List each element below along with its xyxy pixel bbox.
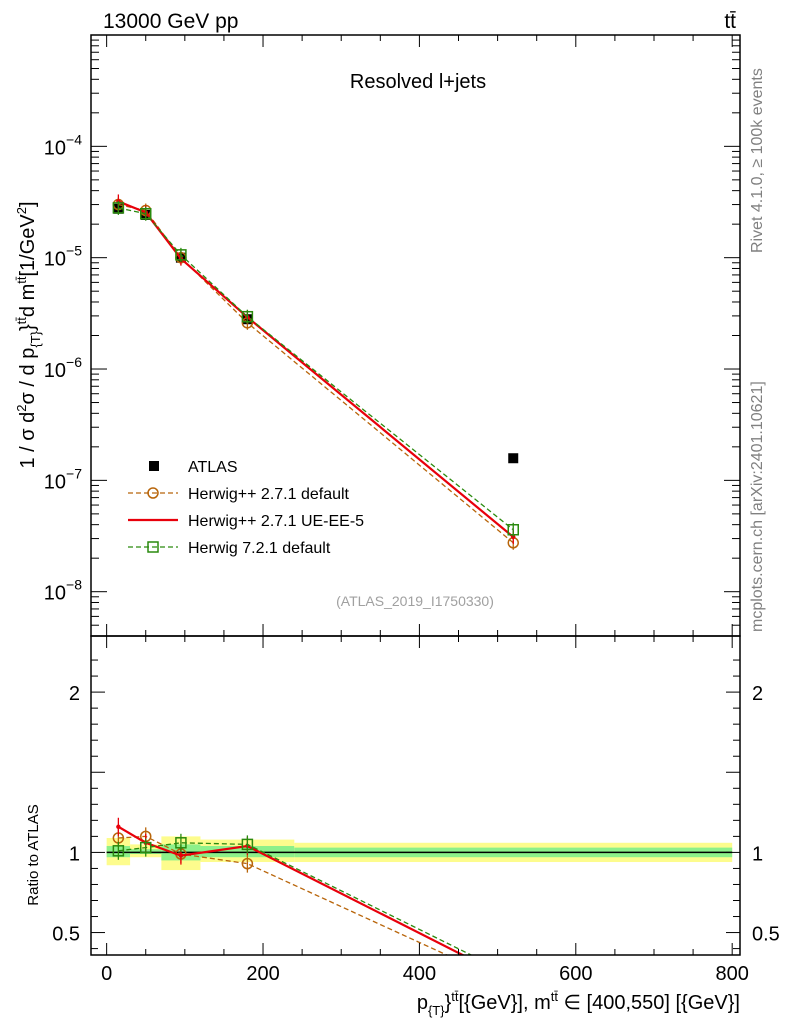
ratio-y-tick-label: 0.5 — [52, 924, 80, 946]
ratio-point — [511, 978, 515, 982]
ratio-y-tick-label: 1 — [69, 843, 80, 865]
x-tick-label: 0 — [101, 963, 112, 985]
rivet-version-text: Rivet 4.1.0, ≥ 100k events — [749, 68, 766, 253]
main-y-axis-label: 1 / σ d2σ / d p{T}}tt̄d mtt̄[1/GeV2] — [14, 201, 43, 468]
y-tick-exponent: −6 — [66, 354, 82, 370]
ratio-point — [139, 841, 152, 854]
x-label-part: tt̄ — [451, 989, 459, 1004]
header-energy-label: 13000 GeV pp — [103, 10, 238, 33]
ratio-point — [241, 838, 254, 851]
main-point — [112, 202, 125, 214]
main-point — [241, 310, 254, 323]
y-label-part: d m — [17, 284, 39, 317]
ratio-point — [178, 853, 184, 858]
y-tick-label: 10−8 — [44, 577, 82, 605]
x-axis-label: p{T}}tt̄[{GeV}], mtt̄ ∈ [400,550] [{GeV}… — [417, 989, 740, 1018]
y-tick-mantissa: 10 — [44, 471, 66, 493]
ratio-frame — [90, 635, 741, 956]
ratio-y-tick-label-right: 0.5 — [752, 924, 780, 946]
y-tick-exponent: −8 — [66, 577, 82, 593]
y-label-part: tt̄ — [14, 317, 29, 325]
y-label-part: 1 / σ d — [17, 412, 39, 469]
ratio-point — [508, 980, 518, 990]
legend-label: Herwig 7.2.1 default — [188, 540, 331, 557]
analysis-watermark: (ATLAS_2019_I1750330) — [336, 593, 494, 609]
y-tick-label: 10−6 — [44, 354, 82, 382]
x-tick-label: 200 — [246, 963, 279, 985]
y-tick-exponent: −4 — [66, 131, 82, 147]
main-point — [139, 208, 152, 220]
y-label-part: {T} — [28, 330, 43, 347]
x-tick-label: 400 — [403, 963, 436, 985]
ratio-point — [116, 824, 121, 829]
legend-marker — [147, 541, 159, 553]
y-tick-label: 10−5 — [44, 243, 82, 271]
y-tick-label: 10−4 — [44, 131, 82, 159]
legend-label: Herwig++ 2.7.1 UE-EE-5 — [188, 513, 364, 530]
y-tick-exponent: −7 — [66, 465, 82, 481]
legend: ATLAS Herwig++ 2.7.1 default Herwig++ 2.7.… — [128, 459, 364, 557]
y-tick-mantissa: 10 — [44, 249, 66, 271]
y-label-part: tt̄ — [14, 276, 29, 284]
ratio-panel-series — [112, 817, 518, 990]
x-tick-label: 800 — [715, 963, 748, 985]
main-panel-series — [112, 194, 519, 550]
ratio-point — [175, 837, 187, 849]
ratio-point — [241, 857, 254, 870]
main-panel-title: Resolved l+jets — [350, 71, 486, 93]
data-point — [508, 453, 519, 464]
y-tick-mantissa: 10 — [44, 137, 66, 159]
ratio-point — [112, 845, 125, 857]
legend-label: Herwig++ 2.7.1 default — [188, 486, 350, 503]
ratio-y-tick-label: 2 — [69, 683, 80, 705]
y-label-part: } — [17, 324, 39, 331]
ratio-y-tick-label-right: 2 — [752, 683, 763, 705]
ratio-y-axis-label: Ratio to ATLAS — [25, 804, 42, 905]
y-label-part: 2 — [14, 207, 29, 214]
axis-titles: 1 / σ d2σ / d p{T}}tt̄d mtt̄[1/GeV2]p{T}… — [14, 201, 740, 1018]
ratio-series-line — [118, 842, 473, 955]
header-process-label: tt̄ — [724, 10, 736, 33]
legend-label: ATLAS — [188, 459, 238, 476]
y-tick-exponent: −5 — [66, 243, 82, 259]
ratio-y-tick-label-right: 1 — [752, 843, 763, 865]
mcplots-credit-text: mcplots.cern.ch [arXiv:2401.10621] — [749, 381, 766, 632]
y-label-part: [1/GeV — [17, 214, 39, 277]
y-label-part: σ / d p — [17, 348, 39, 405]
y-label-part: 2 — [14, 404, 29, 411]
ratio-point — [508, 971, 518, 981]
legend-marker-atlas — [149, 461, 159, 471]
y-tick-label: 10−7 — [44, 465, 82, 493]
main-point — [175, 249, 187, 261]
x-label-part: ∈ [400,550] [{GeV}] — [558, 992, 740, 1014]
main-point — [511, 534, 516, 540]
y-label-part: ] — [17, 201, 39, 207]
x-label-part: p — [417, 992, 428, 1014]
x-tick-label: 600 — [559, 963, 592, 985]
x-label-part: [{GeV}], m — [459, 992, 551, 1014]
main-point — [507, 524, 519, 536]
x-label-part: tt̄ — [551, 989, 559, 1004]
y-tick-mantissa: 10 — [44, 583, 66, 605]
x-label-part: } — [445, 992, 452, 1014]
x-label-part: {T} — [428, 1003, 445, 1018]
y-tick-mantissa: 10 — [44, 360, 66, 382]
legend-marker — [147, 487, 159, 499]
